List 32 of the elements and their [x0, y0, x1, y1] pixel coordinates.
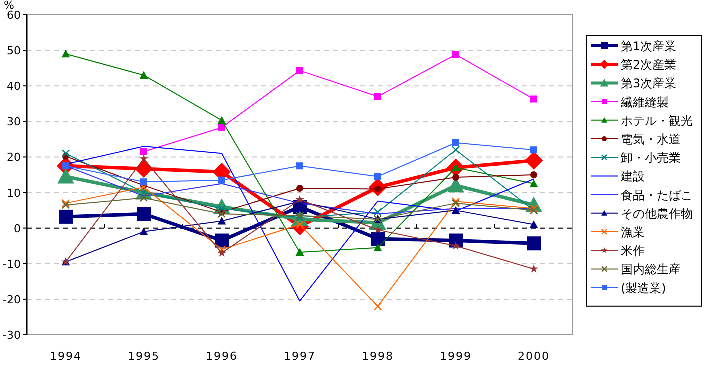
y-tick-label: 50	[7, 44, 21, 58]
legend-label: 卸・小売業	[621, 151, 681, 166]
y-tick-label: 40	[7, 80, 21, 94]
x-tick-label: 1997	[284, 350, 316, 363]
legend-label: 米作	[621, 244, 645, 258]
y-tick-label: 30	[7, 116, 21, 129]
legend-label: 繊維縫製	[620, 95, 669, 110]
legend-label: 漁業	[621, 226, 645, 240]
y-tick-label: -10	[3, 258, 21, 271]
y-axis-title: %	[4, 0, 14, 12]
x-tick-label: 1996	[206, 350, 238, 363]
legend-label: 第3次産業	[621, 76, 677, 91]
y-tick-label: 10	[7, 186, 21, 200]
y-tick-label: -30	[3, 329, 21, 342]
y-tick-label: 0	[14, 222, 21, 236]
legend-label: その他農作物	[621, 206, 693, 221]
x-tick-label: 1994	[50, 350, 82, 363]
x-tick-label: 2000	[518, 350, 550, 363]
legend-label: 第2次産業	[621, 58, 677, 72]
y-tick-label: -20	[3, 293, 21, 306]
legend-label: 国内総生産	[621, 262, 681, 277]
x-tick-label: 1998	[362, 350, 394, 363]
legend-label: 第1次産業	[621, 40, 677, 54]
x-tick-label: 1999	[440, 350, 472, 363]
legend-label: (製造業)	[621, 281, 666, 296]
legend-label: 建設	[620, 170, 645, 184]
legend-label: ホテル・観光	[621, 114, 693, 128]
legend-label: 食品・たばこ	[621, 188, 693, 202]
y-tick-label: 20	[7, 151, 21, 164]
legend-label: 電気・水道	[621, 132, 681, 146]
x-tick-label: 1995	[128, 350, 160, 363]
y-tick-label: 60	[7, 9, 21, 22]
